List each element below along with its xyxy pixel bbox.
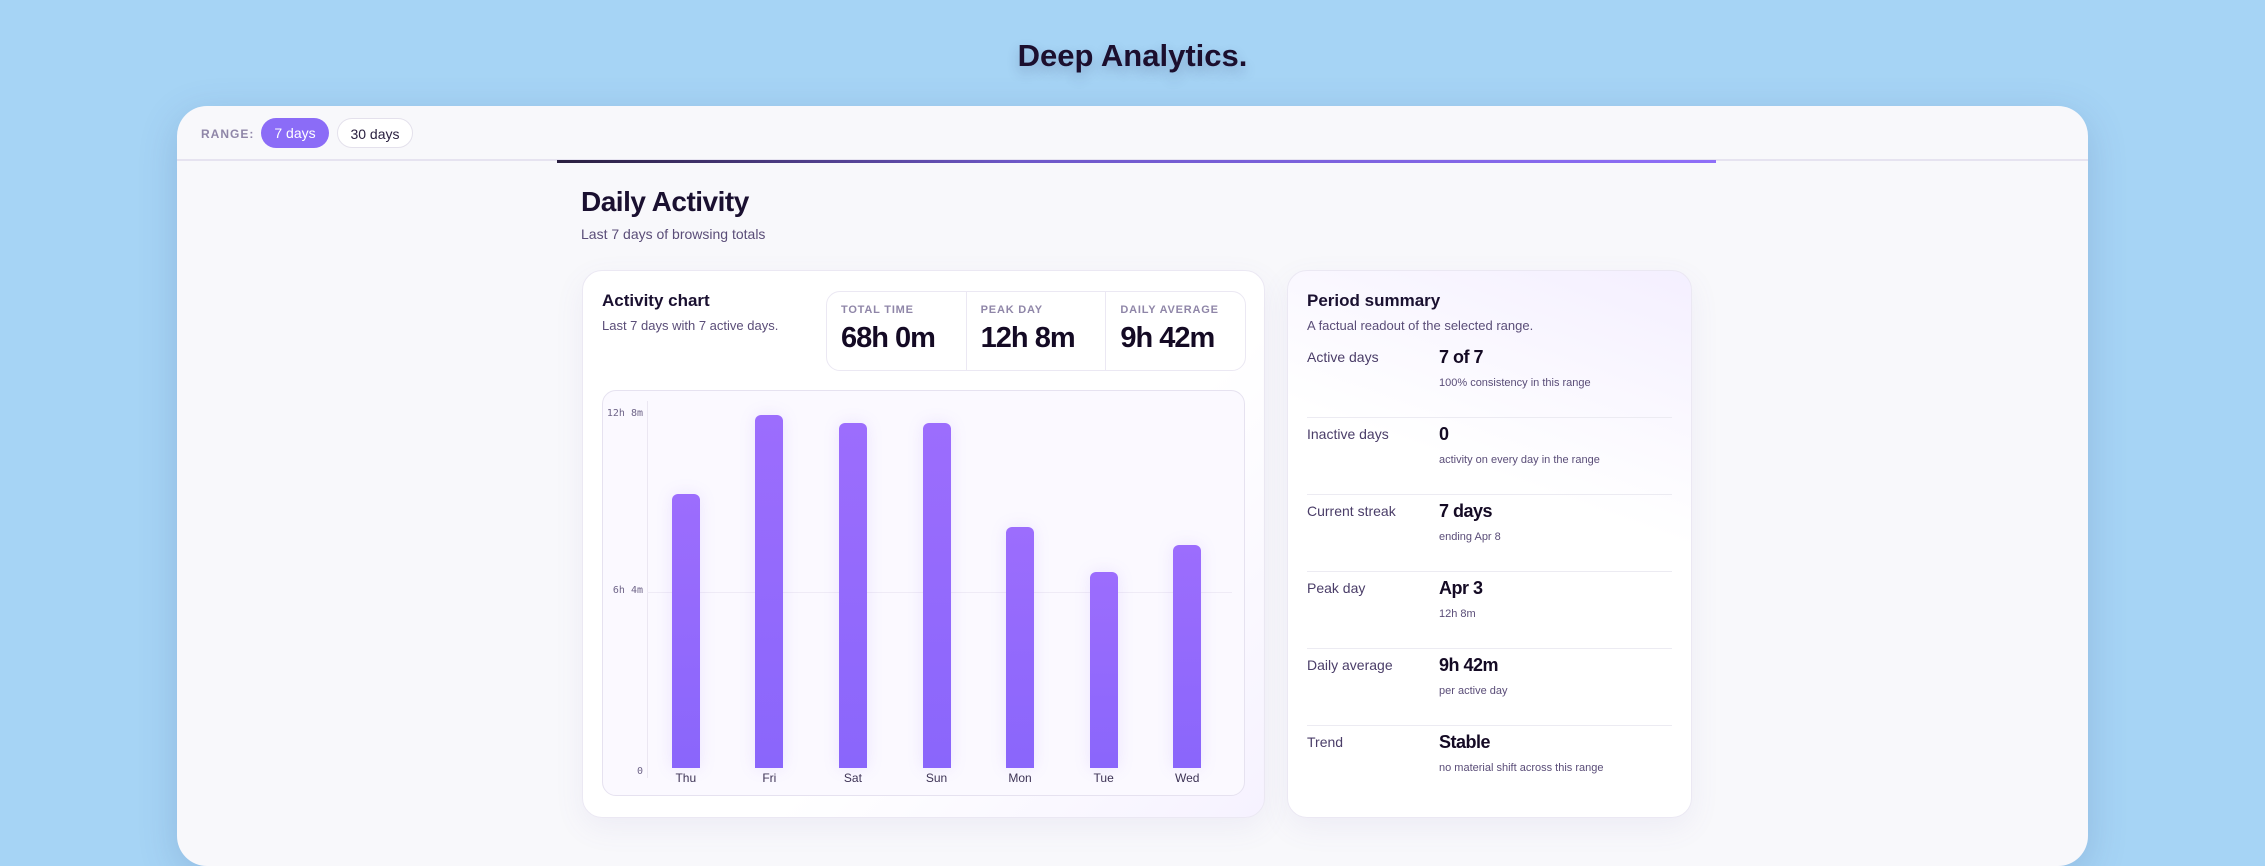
bar-thu[interactable] xyxy=(671,493,700,768)
summary-row: Daily average 9h 42m per active day xyxy=(1307,649,1672,726)
summary-row-value: 7 days xyxy=(1439,501,1493,521)
stat-total-time: TOTAL TIME 68h 0m xyxy=(827,292,967,370)
x-tick-label: Mon xyxy=(1008,771,1032,785)
summary-row-value: 0 xyxy=(1439,424,1449,444)
x-tick-label: Sat xyxy=(843,771,862,785)
app-title: Deep Analytics. xyxy=(1017,38,1248,73)
summary-row-label: Peak day xyxy=(1307,580,1366,596)
period-summary-card: Period summary A factual readout of the … xyxy=(1287,270,1692,818)
summary-row: Peak day Apr 3 12h 8m xyxy=(1307,572,1672,649)
summary-row-label: Current streak xyxy=(1307,503,1396,519)
range-toolbar: RANGE: 7 days 30 days xyxy=(177,106,2088,161)
activity-chart-title: Activity chart xyxy=(602,291,710,310)
stats-strip: TOTAL TIME 68h 0m PEAK DAY 12h 8m DAILY AV… xyxy=(826,291,1246,371)
page-subtitle: Last 7 days of browsing totals xyxy=(581,226,766,242)
summary-row: Active days 7 of 7 100% consistency in t… xyxy=(1307,341,1672,418)
summary-row-label: Active days xyxy=(1307,349,1379,365)
bar-chart: 0 6h 4m 12h 8m Thu Fri Sat Sun Mon Tue Wed xyxy=(602,390,1245,796)
summary-row-label: Trend xyxy=(1307,734,1344,750)
x-tick-label: Fri xyxy=(762,771,777,785)
y-tick-label: 6h 4m xyxy=(612,584,643,596)
summary-subtitle: A factual readout of the selected range. xyxy=(1307,318,1534,333)
page-title: Daily Activity xyxy=(581,186,749,217)
stat-peak-day: PEAK DAY 12h 8m xyxy=(967,292,1107,370)
y-axis-line xyxy=(647,401,648,778)
summary-row-note: 12h 8m xyxy=(1439,608,1476,620)
x-tick-label: Tue xyxy=(1093,771,1114,785)
summary-row-label: Inactive days xyxy=(1307,426,1389,442)
range-7-days-button[interactable]: 7 days xyxy=(261,118,329,148)
range-30-days-button[interactable]: 30 days xyxy=(337,118,413,148)
x-tick-label: Wed xyxy=(1174,771,1200,785)
bar-sun[interactable] xyxy=(922,422,951,768)
summary-title: Period summary xyxy=(1307,291,1441,310)
range-label: RANGE: xyxy=(201,127,255,141)
bar-wed[interactable] xyxy=(1173,544,1202,768)
summary-row-note: 100% consistency in this range xyxy=(1439,377,1591,389)
x-tick-label: Thu xyxy=(675,771,697,785)
summary-row: Inactive days 0 activity on every day in… xyxy=(1307,418,1672,495)
bar-fri[interactable] xyxy=(755,415,784,768)
stat-daily-average: DAILY AVERAGE 9h 42m xyxy=(1106,292,1245,370)
stat-value: 68h 0m xyxy=(841,322,936,354)
stat-value: 12h 8m xyxy=(980,322,1076,354)
stat-label: PEAK DAY xyxy=(980,304,1043,316)
summary-row-note: per active day xyxy=(1439,685,1508,697)
summary-row: Current streak 7 days ending Apr 8 xyxy=(1307,495,1672,572)
stat-value: 9h 42m xyxy=(1120,322,1215,354)
stat-label: TOTAL TIME xyxy=(841,304,914,316)
main-panel: RANGE: 7 days 30 days Daily Activity Las… xyxy=(177,106,2088,866)
stat-label: DAILY AVERAGE xyxy=(1120,304,1219,316)
summary-row-value: 9h 42m xyxy=(1439,655,1499,675)
y-tick-label: 0 xyxy=(636,766,643,777)
y-tick-label: 12h 8m xyxy=(606,408,643,419)
summary-row-label: Daily average xyxy=(1307,657,1393,673)
accent-divider xyxy=(557,160,1716,163)
summary-row-note: activity on every day in the range xyxy=(1439,454,1600,466)
summary-row-note: ending Apr 8 xyxy=(1439,531,1501,543)
activity-chart-subtitle: Last 7 days with 7 active days. xyxy=(602,318,779,333)
summary-row-note: no material shift across this range xyxy=(1439,762,1604,774)
x-tick-label: Sun xyxy=(925,771,948,785)
bar-sat[interactable] xyxy=(838,422,867,768)
summary-row: Trend Stable no material shift across th… xyxy=(1307,726,1672,803)
summary-row-value: Apr 3 xyxy=(1439,578,1483,598)
summary-row-value: 7 of 7 xyxy=(1439,347,1484,367)
bar-mon[interactable] xyxy=(1006,526,1035,768)
bar-tue[interactable] xyxy=(1089,572,1118,768)
activity-chart-card: Activity chart Last 7 days with 7 active… xyxy=(582,270,1265,818)
summary-row-value: Stable xyxy=(1439,732,1491,752)
